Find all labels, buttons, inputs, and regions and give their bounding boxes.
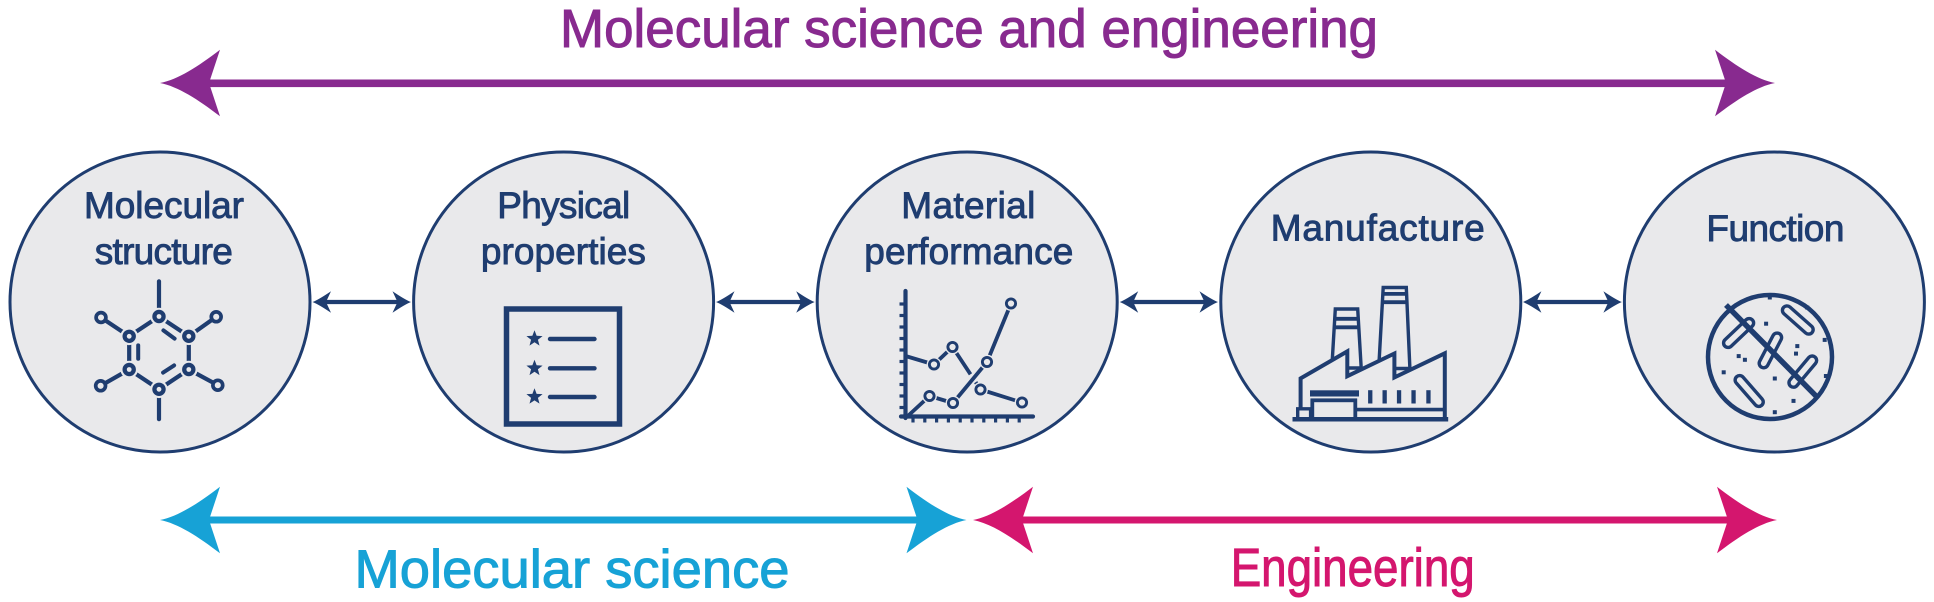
svg-text:Physical: Physical [497, 185, 630, 226]
svg-text:properties: properties [481, 231, 646, 272]
svg-text:Material: Material [901, 185, 1035, 226]
svg-text:Function: Function [1706, 208, 1844, 249]
svg-text:Engineering: Engineering [1231, 539, 1475, 598]
svg-text:Manufacture: Manufacture [1271, 208, 1485, 249]
svg-text:performance: performance [864, 231, 1073, 272]
svg-text:Molecular science and engineer: Molecular science and engineering [560, 0, 1378, 59]
svg-text:Molecular: Molecular [84, 185, 244, 226]
svg-text:Molecular science: Molecular science [355, 541, 790, 600]
svg-text:structure: structure [95, 231, 233, 272]
